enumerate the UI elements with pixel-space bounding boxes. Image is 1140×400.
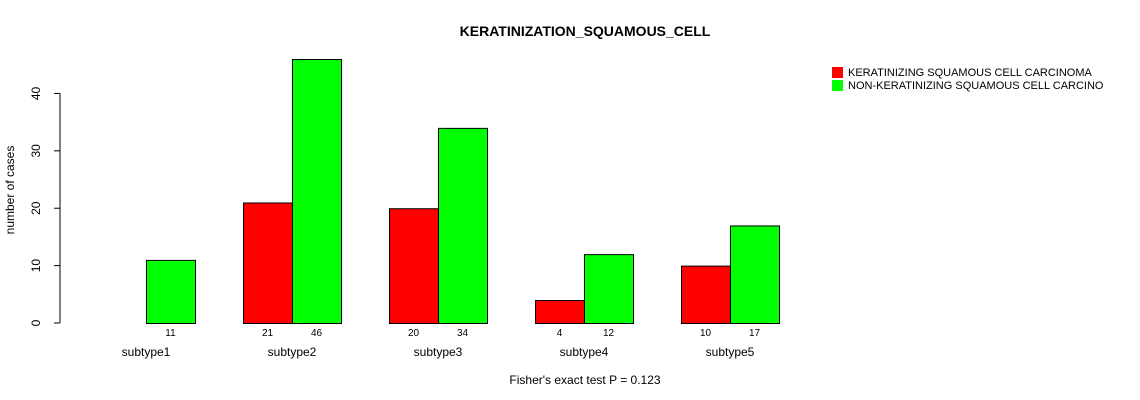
y-axis: 0 10 20 30 40 — [29, 86, 61, 326]
legend: KERATINIZING SQUAMOUS CELL CARCINOMANON-… — [832, 67, 1104, 92]
bar-subtype4-series2 — [584, 254, 634, 324]
data-labels: 11 21 46 20 34 4 12 10 17 — [165, 328, 760, 339]
x-tick-label: subtype5 — [706, 345, 755, 359]
x-axis-label: Fisher's exact test P = 0.123 — [509, 373, 660, 387]
x-tick-label: subtype3 — [414, 345, 463, 359]
legend-label-series2: NON-KERATINIZING SQUAMOUS CELL CARCINO — [848, 80, 1104, 92]
y-tick-label: 0 — [29, 319, 43, 326]
x-tick-label: subtype2 — [268, 345, 317, 359]
y-axis-label: number of cases — [3, 146, 17, 235]
bar-value-label: 20 — [408, 328, 420, 339]
bar-subtype2-series2 — [292, 59, 342, 324]
bar-value-label: 34 — [457, 328, 469, 339]
bar-subtype2-series1 — [243, 202, 293, 324]
legend-swatch-series1 — [832, 67, 843, 78]
chart-title: KERATINIZATION_SQUAMOUS_CELL — [460, 23, 711, 39]
bar-value-label: 4 — [557, 328, 563, 339]
y-tick-label: 30 — [29, 144, 43, 158]
x-tick-labels: subtype1 subtype2 subtype3 subtype4 subtype5 — [122, 345, 755, 359]
x-tick-label: subtype1 — [122, 345, 171, 359]
bar-subtype3-series1 — [389, 208, 439, 324]
bar-subtype5-series1 — [681, 265, 731, 325]
bar-value-label: 10 — [700, 328, 712, 339]
bar-subtype1-series2 — [146, 259, 196, 325]
bar-value-label: 11 — [165, 328, 176, 339]
bar-value-label: 12 — [603, 328, 615, 339]
bar-value-label: 21 — [262, 328, 274, 339]
bar-subtype3-series2 — [438, 127, 488, 324]
legend-swatch-series2 — [832, 80, 843, 91]
y-tick-label: 20 — [29, 201, 43, 215]
y-tick-label: 10 — [29, 259, 43, 273]
bar-subtype4-series1 — [535, 300, 585, 325]
y-tick-label: 40 — [29, 86, 43, 100]
bar-value-label: 17 — [749, 328, 761, 339]
bar-value-label: 46 — [311, 328, 323, 339]
bars — [146, 59, 780, 325]
legend-label-series1: KERATINIZING SQUAMOUS CELL CARCINOMA — [848, 67, 1093, 79]
x-tick-label: subtype4 — [560, 345, 609, 359]
bar-subtype5-series2 — [730, 225, 780, 324]
